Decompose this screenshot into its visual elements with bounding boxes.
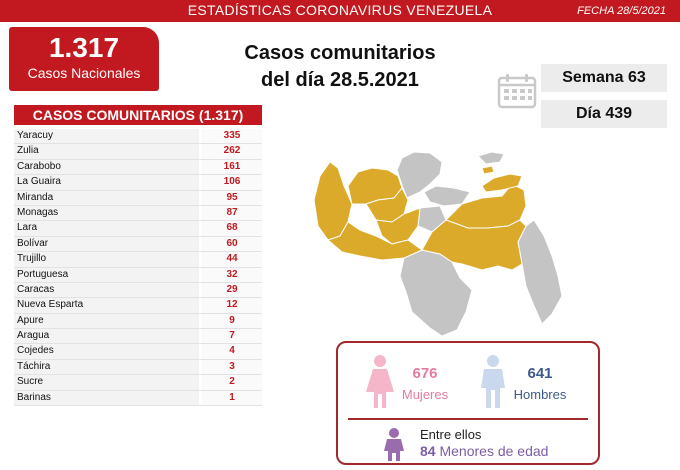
state-name: Sucre (14, 375, 199, 390)
day-box: Día 439 (541, 100, 667, 128)
table-row: Lara 68 (14, 221, 262, 237)
table-row: Táchira 3 (14, 359, 262, 376)
state-cases: 2 (202, 375, 262, 390)
top-bar: ESTADÍSTICAS CORONAVIRUS VENEZUELA FECHA… (0, 0, 680, 22)
total-cases-label: Casos Nacionales (27, 65, 141, 81)
table-row: Barinas 1 (14, 390, 262, 407)
table-row: Sucre 2 (14, 375, 262, 391)
calendar-icon (497, 74, 537, 109)
total-cases-box: 1.317 Casos Nacionales (9, 27, 159, 91)
state-name: Zulia (14, 144, 199, 159)
state-name: Carabobo (14, 159, 199, 175)
table-row: Portuguesa 32 (14, 267, 262, 283)
table-row: Apure 9 (14, 313, 262, 330)
map-region-unaffected (423, 185, 471, 207)
child-icon (384, 428, 404, 461)
state-name: Miranda (14, 190, 199, 205)
state-cases: 3 (202, 359, 262, 375)
state-cases: 44 (202, 252, 262, 267)
header-title: ESTADÍSTICAS CORONAVIRUS VENEZUELA (187, 2, 493, 18)
state-cases: 32 (202, 267, 262, 282)
map-region-unaffected (396, 151, 443, 199)
state-cases: 9 (202, 313, 262, 329)
men-count: 641 (527, 365, 553, 382)
state-name: Apure (14, 313, 199, 329)
among-label: Entre ellos (420, 427, 482, 442)
state-name: Nueva Esparta (14, 298, 199, 313)
minors-line: 84 Menores de edad (420, 443, 548, 459)
state-name: Monagas (14, 205, 199, 221)
minors-count: 84 (420, 443, 436, 459)
table-row: Nueva Esparta 12 (14, 298, 262, 314)
gender-box: 676 Mujeres 641 Hombres Entre ellos 84 M… (336, 341, 600, 465)
women-label: Mujeres (401, 387, 449, 402)
state-cases: 95 (202, 190, 262, 205)
total-cases-value: 1.317 (48, 32, 120, 63)
gender-divider (348, 418, 588, 420)
state-name: Bolívar (14, 236, 199, 252)
cases-table: Yaracuy 335 Zulia 262 Carabobo 161 La Guaira 10… (14, 129, 262, 407)
state-name: Táchira (14, 359, 199, 375)
table-row: Carabobo 161 (14, 159, 262, 176)
venezuela-map (313, 151, 563, 337)
table-row: Cojedes 4 (14, 344, 262, 360)
table-title: CASOS COMUNITARIOS (1.317) (14, 105, 262, 125)
state-name: Portuguesa (14, 267, 199, 282)
state-name: La Guaira (14, 175, 199, 190)
table-row: Bolívar 60 (14, 236, 262, 253)
state-cases: 68 (202, 221, 262, 236)
state-cases: 335 (202, 129, 262, 144)
state-cases: 4 (202, 344, 262, 359)
state-name: Aragua (14, 329, 199, 344)
table-row: Yaracuy 335 (14, 129, 262, 145)
state-name: Cojedes (14, 344, 199, 359)
state-cases: 60 (202, 236, 262, 252)
male-icon (481, 355, 505, 408)
map-region-sucre (481, 173, 523, 193)
state-cases: 7 (202, 329, 262, 344)
page-title: Casos comunitarios del día 28.5.2021 (215, 40, 465, 94)
state-cases: 161 (202, 159, 262, 175)
state-cases: 106 (202, 175, 262, 190)
map-region-unaffected (477, 151, 505, 165)
state-name: Barinas (14, 390, 199, 406)
table-row: Trujillo 44 (14, 252, 262, 268)
state-name: Trujillo (14, 252, 199, 267)
map-region-bolivar (421, 219, 527, 271)
state-name: Lara (14, 221, 199, 236)
table-row: Aragua 7 (14, 329, 262, 345)
table-row: La Guaira 106 (14, 175, 262, 191)
page-title-line2: del día 28.5.2021 (261, 69, 419, 91)
table-row: Zulia 262 (14, 144, 262, 160)
men-label: Hombres (513, 387, 567, 402)
map-region-llanos (327, 221, 424, 261)
state-cases: 262 (202, 144, 262, 159)
map-region-unaffected (517, 219, 563, 325)
female-icon (366, 355, 394, 408)
page-title-line1: Casos comunitarios (244, 42, 436, 64)
week-box: Semana 63 (541, 64, 667, 92)
state-cases: 1 (202, 390, 262, 406)
state-cases: 29 (202, 282, 262, 298)
women-count: 676 (412, 365, 438, 382)
table-row: Caracas 29 (14, 282, 262, 299)
minors-label: Menores de edad (439, 443, 549, 459)
state-name: Caracas (14, 282, 199, 298)
table-row: Monagas 87 (14, 205, 262, 222)
state-name: Yaracuy (14, 129, 199, 144)
state-cases: 87 (202, 205, 262, 221)
map-region-nueva-esparta (481, 165, 495, 175)
state-cases: 12 (202, 298, 262, 313)
header-date: FECHA 28/5/2021 (577, 5, 666, 17)
table-row: Miranda 95 (14, 190, 262, 206)
